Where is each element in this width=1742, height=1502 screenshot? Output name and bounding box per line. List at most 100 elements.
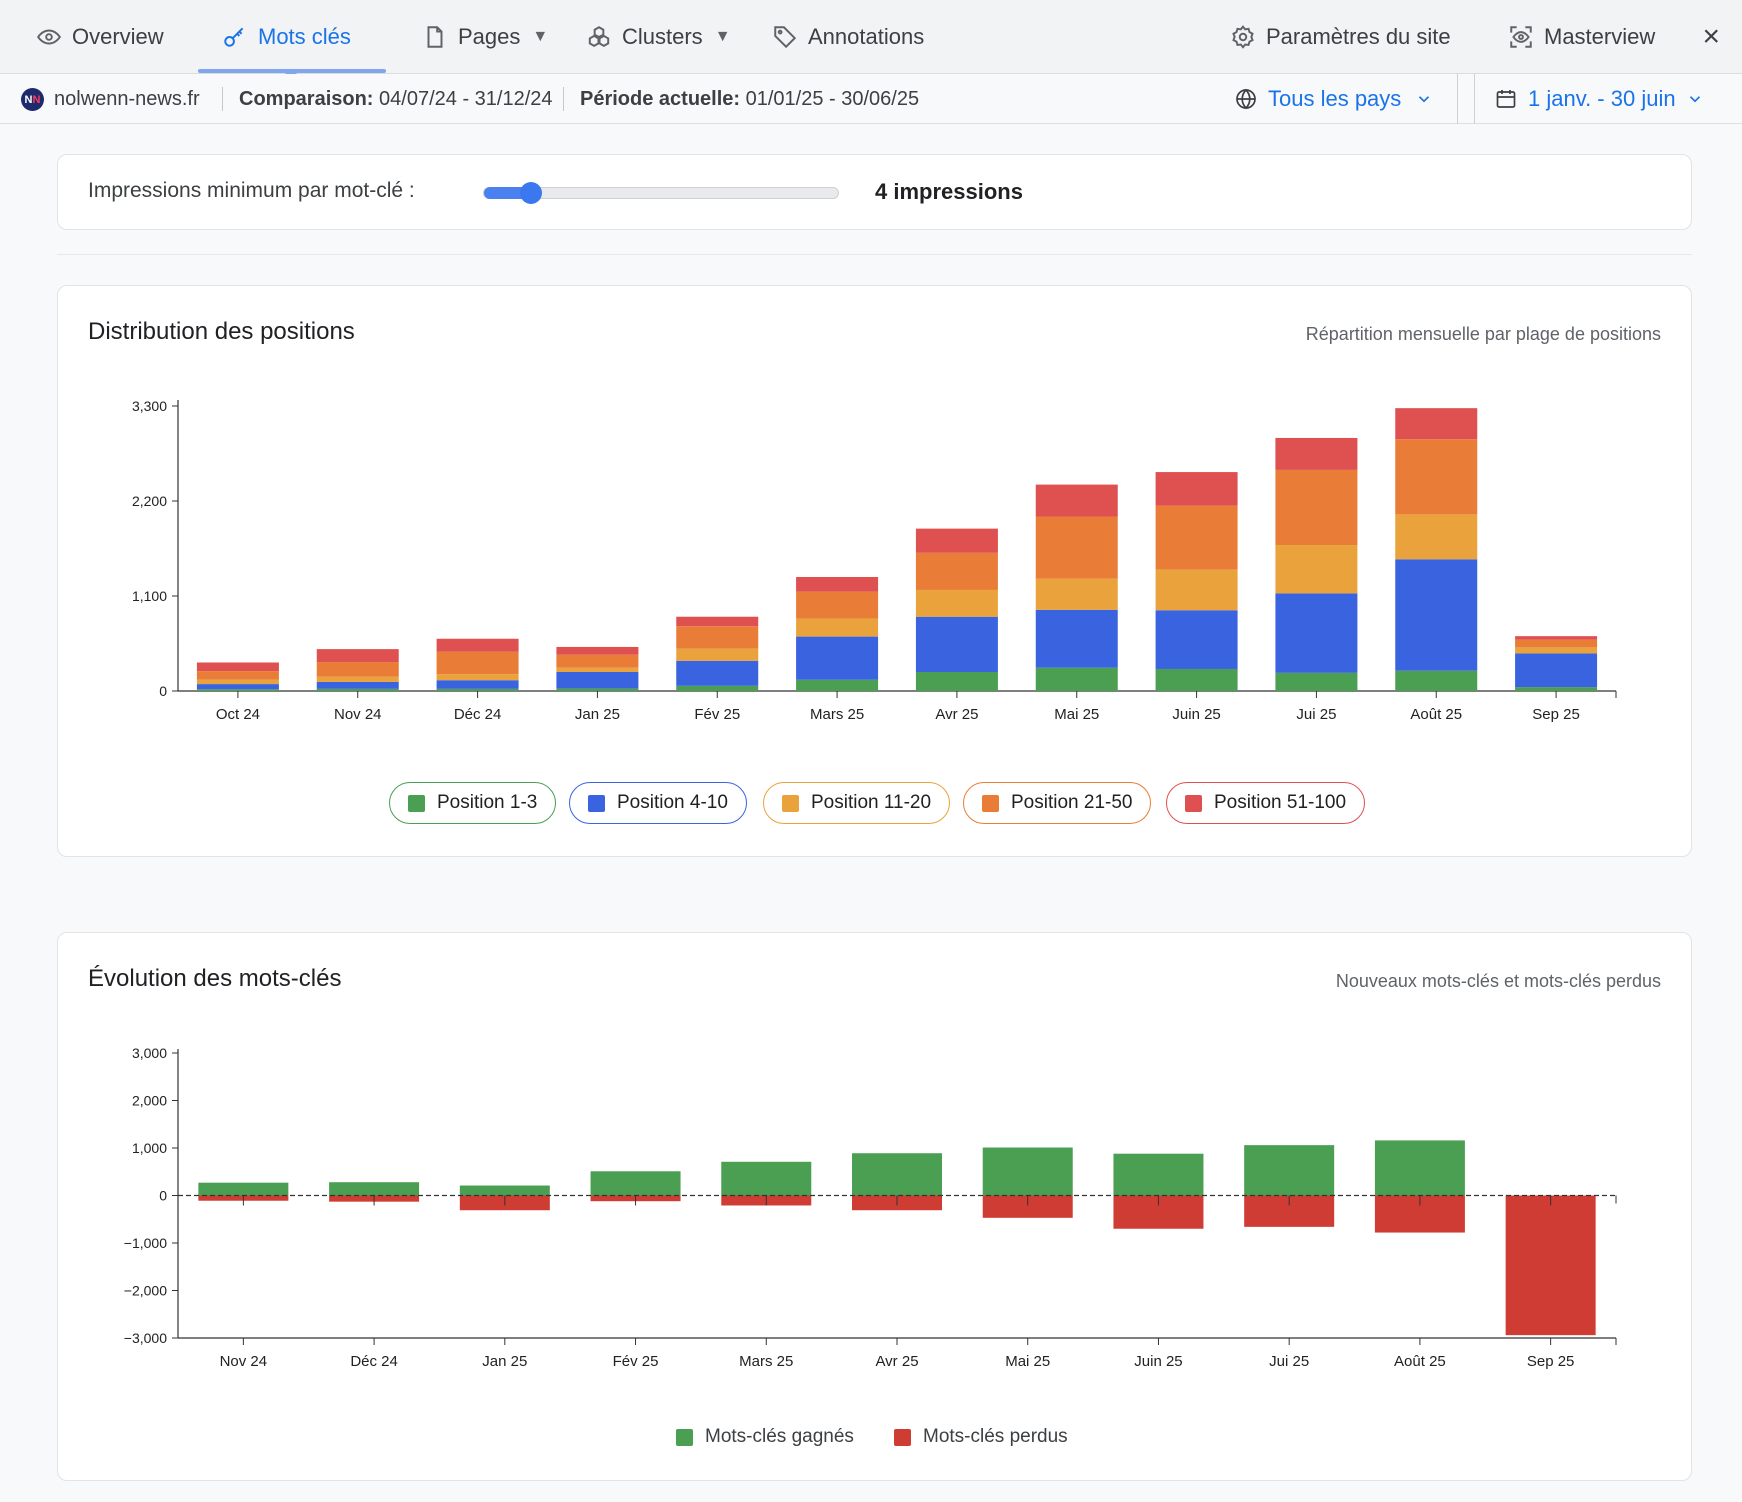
legend-lost[interactable]: Mots-clés perdus <box>894 1426 1068 1448</box>
bar-segment <box>1275 545 1358 594</box>
gained-bar <box>982 1147 1073 1196</box>
bar-segment <box>676 626 759 649</box>
filter-value: 4 impressions <box>875 179 1023 204</box>
clusters-icon <box>588 26 610 48</box>
legend-label: Mots-clés gagnés <box>705 1426 854 1447</box>
legend-swatch <box>588 794 605 812</box>
card-subtitle: Nouveaux mots-clés et mots-clés perdus <box>1335 971 1661 991</box>
tab-clusters[interactable]: Clusters ▼ <box>586 0 731 74</box>
chevron-down-icon: ▼ <box>714 28 731 45</box>
keyword-evolution-chart: −3,000 −2,000 −1,000 0 1,000 2,000 3,000 Nov 24… <box>124 1045 1617 1370</box>
impressions-slider[interactable] <box>483 182 839 204</box>
bar-segment <box>676 616 759 627</box>
date-range-label: 1 janv. - 30 juin <box>1528 86 1676 111</box>
legend-swatch <box>676 1428 693 1446</box>
legend-position-11-20[interactable]: Position 11-20 <box>763 782 951 824</box>
gained-bar <box>329 1182 420 1196</box>
divider <box>222 87 223 111</box>
x-tick-label: Jan 25 <box>482 1353 527 1370</box>
bar-segment <box>1395 439 1478 515</box>
bar-segment <box>676 648 759 661</box>
bar-segment <box>1395 670 1478 691</box>
tab-overview-label: Overview <box>72 24 164 49</box>
x-tick-label: Mars 25 <box>739 1353 793 1370</box>
x-tick-label: Jui 25 <box>1296 706 1336 723</box>
y-tick-label: −2,000 <box>124 1283 167 1299</box>
bar-segment <box>915 528 998 553</box>
x-tick-label: Mars 25 <box>810 706 864 723</box>
bar-segment <box>796 577 879 592</box>
close-icon[interactable]: × <box>1702 20 1720 53</box>
bar-segment <box>316 649 399 663</box>
x-tick-label: Août 25 <box>1394 1353 1446 1370</box>
tab-pages-label: Pages <box>458 24 521 49</box>
x-tick-label: Avr 25 <box>875 1353 918 1370</box>
x-tick-label: Déc 24 <box>454 706 502 723</box>
bar-segment <box>316 662 399 677</box>
date-range-selector[interactable]: 1 janv. - 30 juin <box>1494 74 1704 124</box>
top-navigation: Overview Mots clés Pages ▼ Clusters ▼ An… <box>0 0 1742 80</box>
legend-swatch <box>1185 794 1202 812</box>
legend-swatch <box>782 794 799 812</box>
chevron-down-icon <box>1419 96 1430 103</box>
position-distribution-card: Distribution des positions Répartition m… <box>57 285 1692 857</box>
gained-bar <box>1244 1145 1335 1196</box>
x-tick-label: Jan 25 <box>575 706 620 723</box>
bar-segment <box>1515 636 1598 640</box>
tab-annotations[interactable]: Annotations <box>772 0 924 74</box>
x-tick-label: Juin 25 <box>1172 706 1220 723</box>
bar-segment <box>196 671 279 680</box>
legend-label: Position 1-3 <box>437 792 538 813</box>
bar-segment <box>1035 578 1118 610</box>
card-title: Distribution des positions <box>88 318 355 345</box>
masterview-label: Masterview <box>1544 24 1656 49</box>
bar-segment <box>1155 569 1238 611</box>
country-label: Tous les pays <box>1268 86 1402 111</box>
keyword-evolution-card: Évolution des mots-clés Nouveaux mots-cl… <box>57 932 1692 1481</box>
bar-segment <box>1275 672 1358 691</box>
current-period: Période actuelle: 01/01/25 - 30/06/25 <box>580 88 919 111</box>
x-tick-label: Sep 25 <box>1527 1353 1575 1370</box>
bar-segment <box>196 662 279 672</box>
filter-label: Impressions minimum par mot-clé : <box>88 179 415 202</box>
bar-segment <box>1395 514 1478 560</box>
bar-segment <box>1155 610 1238 669</box>
bar-segment <box>1515 647 1598 654</box>
bar-segment <box>796 591 879 619</box>
x-tick-label: Déc 24 <box>350 1353 398 1370</box>
bar-segment <box>196 684 279 690</box>
comparison-value: 04/07/24 - 31/12/24 <box>379 88 553 110</box>
chevron-down-icon <box>1689 96 1700 103</box>
card-title: Évolution des mots-clés <box>88 965 342 992</box>
bar-segment <box>915 672 998 691</box>
x-tick-label: Oct 24 <box>216 706 260 723</box>
tab-pages[interactable]: Pages ▼ <box>422 0 548 74</box>
legend-gained[interactable]: Mots-clés gagnés <box>676 1426 854 1448</box>
section-divider <box>57 254 1692 255</box>
site-name[interactable]: nolwenn-news.fr <box>54 88 200 110</box>
gained-bar <box>198 1182 289 1196</box>
x-tick-label: Nov 24 <box>220 1353 268 1370</box>
masterview-button[interactable]: Masterview <box>1508 0 1655 74</box>
bar-segment <box>796 636 879 680</box>
bar-segment <box>1515 653 1598 688</box>
x-tick-label: Mai 25 <box>1054 706 1099 723</box>
tab-keywords[interactable]: Mots clés <box>222 0 351 74</box>
y-tick-label: −3,000 <box>124 1330 167 1346</box>
site-settings-button[interactable]: Paramètres du site <box>1230 0 1451 74</box>
tab-overview[interactable]: Overview <box>36 0 164 74</box>
legend-position-51-100[interactable]: Position 51-100 <box>1166 782 1366 824</box>
bar-segment <box>1155 668 1238 691</box>
slider-thumb[interactable] <box>519 182 542 204</box>
bar-segment <box>196 689 279 691</box>
country-selector[interactable]: Tous les pays <box>1234 74 1433 124</box>
legend-label: Mots-clés perdus <box>923 1426 1068 1447</box>
card-subtitle: Répartition mensuelle par plage de posit… <box>1305 324 1661 344</box>
x-tick-label: Mai 25 <box>1005 1353 1050 1370</box>
bar-segment <box>1035 667 1118 691</box>
legend-position-1-3[interactable]: Position 1-3 <box>389 782 557 824</box>
y-tick-label: −1,000 <box>124 1235 167 1251</box>
legend-position-4-10[interactable]: Position 4-10 <box>569 782 747 824</box>
legend-position-21-50[interactable]: Position 21-50 <box>963 782 1152 824</box>
